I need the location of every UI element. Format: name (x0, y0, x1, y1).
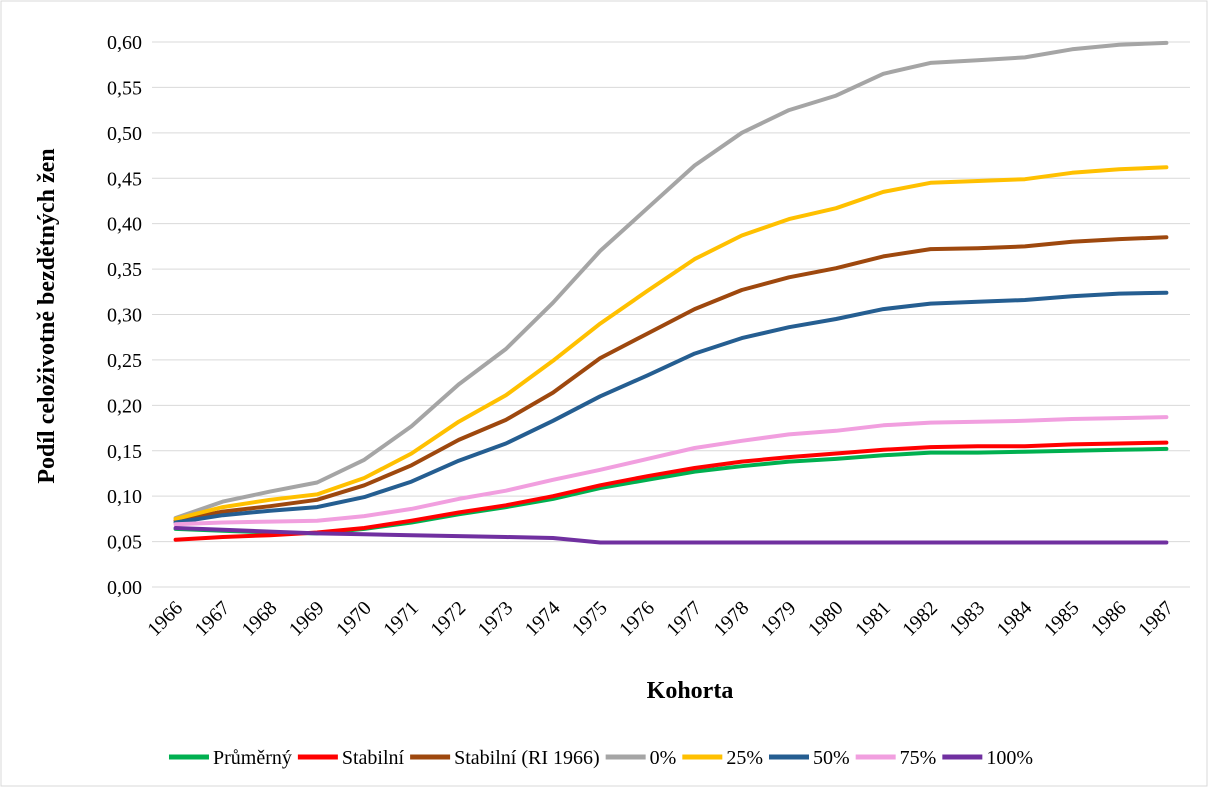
y-axis-title: Podíl celoživotně bezdětných žen (34, 148, 60, 483)
series-line (173, 290, 1169, 525)
legend-label: 25% (726, 747, 763, 769)
series-line (173, 526, 1169, 545)
legend-label: 0% (650, 747, 677, 769)
y-tick-label: 0,05 (107, 532, 142, 554)
y-tick-label: 0,20 (107, 395, 142, 417)
y-tick-label: 0,00 (107, 577, 142, 599)
series-line (173, 165, 1169, 521)
legend-label: 50% (813, 747, 850, 769)
series-line (173, 235, 1169, 523)
y-tick-label: 0,50 (107, 123, 142, 145)
y-tick-label: 0,45 (107, 168, 142, 190)
legend-label: Stabilní (RI 1966) (454, 747, 600, 769)
legend-label: 75% (900, 747, 937, 769)
legend-label: 100% (986, 747, 1033, 769)
x-axis-title: Kohorta (647, 678, 734, 704)
series-line (173, 415, 1169, 527)
legend-label: Průměrný (213, 747, 292, 769)
legend-label: Stabilní (342, 747, 405, 769)
y-tick-label: 0,35 (107, 259, 142, 281)
series-line (173, 440, 1169, 542)
y-tick-label: 0,30 (107, 305, 142, 327)
y-tick-label: 0,40 (107, 214, 142, 236)
y-tick-label: 0,25 (107, 350, 142, 372)
y-tick-label: 0,15 (107, 441, 142, 463)
y-tick-label: 0,10 (107, 486, 142, 508)
y-tick-label: 0,55 (107, 77, 142, 99)
series-line (173, 40, 1169, 520)
y-tick-label: 0,60 (107, 32, 142, 54)
